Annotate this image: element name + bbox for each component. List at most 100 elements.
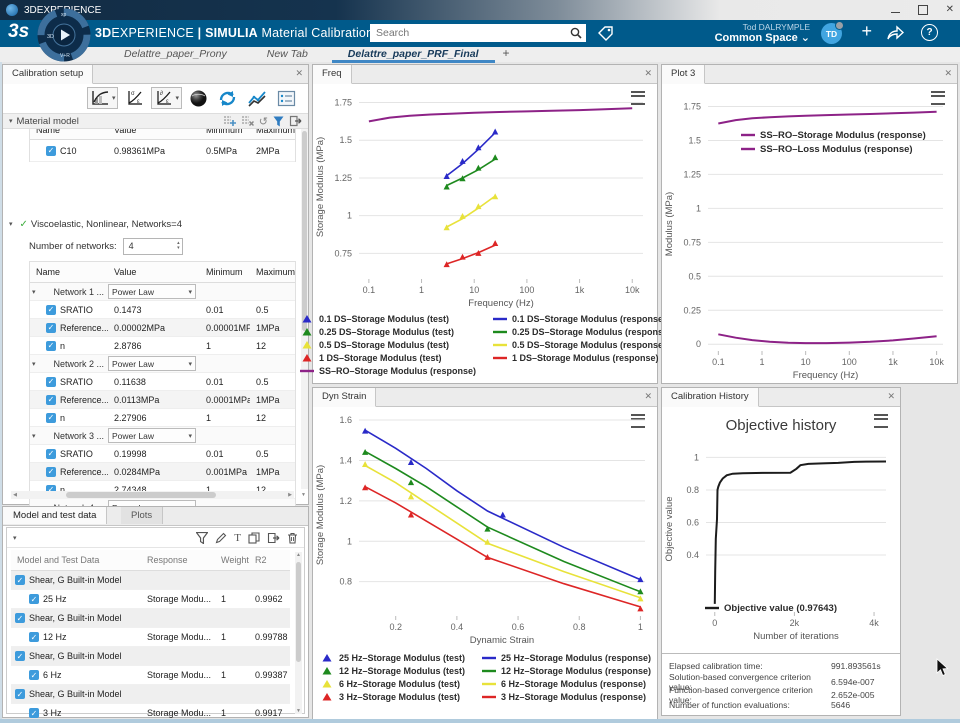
- objective-history-chart[interactable]: 0.4 0.6 0.8 1 0 2k 4k Objective history Number o…: [662, 406, 900, 652]
- tab-dyn-strain[interactable]: Dyn Strain: [313, 388, 377, 407]
- material-sphere-button[interactable]: [187, 88, 210, 109]
- cell-value[interactable]: 0.0284MPa: [114, 466, 161, 477]
- viscoelastic-section[interactable]: ▾ ✓ Viscoelastic, Nonlinear, Networks=4: [9, 215, 182, 233]
- scroll-right-icon[interactable]: ▶: [288, 492, 292, 498]
- legend-item[interactable]: 12 Hz–Storage Modulus (response): [481, 665, 651, 677]
- scroll-down-icon[interactable]: ▼: [301, 492, 306, 498]
- search-icon[interactable]: [569, 26, 583, 40]
- cell-maximum[interactable]: 0.5: [256, 304, 269, 315]
- cell-response[interactable]: Storage Modu...: [147, 632, 212, 642]
- scroll-left-icon[interactable]: ◀: [13, 492, 17, 498]
- checkbox[interactable]: ✓: [29, 632, 39, 642]
- spinner-down-icon[interactable]: ▾: [177, 245, 180, 251]
- law-dropdown[interactable]: Power Law ▾: [108, 284, 196, 299]
- cell-response[interactable]: Storage Modu...: [147, 594, 212, 604]
- document-tab[interactable]: Delattre_paper_PRF_Final: [328, 48, 499, 63]
- cell-minimum[interactable]: 1: [206, 412, 212, 423]
- legend-item[interactable]: 0.5 DS–Storage Modulus (response): [492, 339, 671, 351]
- export-icon[interactable]: [267, 532, 280, 544]
- cell-maximum[interactable]: 12: [256, 340, 267, 351]
- cell-minimum[interactable]: 0.5MPa: [206, 145, 238, 156]
- networks-value[interactable]: 4: [128, 241, 134, 251]
- legend-item[interactable]: Objective value (0.97643): [704, 602, 837, 614]
- network-group-row[interactable]: ▾ Network 1 ... Power Law ▾: [30, 283, 295, 301]
- vertical-scrollbar[interactable]: ▼: [301, 129, 308, 498]
- avatar[interactable]: TD: [821, 21, 844, 44]
- cell-weight[interactable]: 1: [221, 632, 227, 642]
- legend-item[interactable]: 1 DS–Storage Modulus (response): [492, 352, 671, 364]
- minimize-icon[interactable]: [890, 11, 900, 13]
- report-button[interactable]: [275, 89, 298, 108]
- legend-item[interactable]: 6 Hz–Storage Modulus (response): [481, 678, 651, 690]
- spinner-up-icon[interactable]: ▴: [177, 240, 180, 246]
- cell-weight[interactable]: 1: [221, 670, 227, 680]
- add-content-button[interactable]: +: [861, 21, 872, 41]
- panel-close-icon[interactable]: ✕: [295, 68, 303, 78]
- collapse-triangle-icon[interactable]: ▾: [9, 118, 13, 125]
- cell-maximum[interactable]: 1MPa: [256, 322, 280, 333]
- networks-input[interactable]: 4 ▴ ▾: [122, 237, 183, 255]
- collapse-triangle-icon[interactable]: ▾: [32, 432, 36, 440]
- cell-r2[interactable]: 0.99788: [255, 632, 288, 642]
- panel-close-icon[interactable]: ✕: [644, 68, 652, 78]
- checkbox[interactable]: ✓: [29, 670, 39, 680]
- edit-pencil-icon[interactable]: [215, 532, 227, 544]
- collapse-triangle-icon[interactable]: ▾: [32, 360, 36, 368]
- compass-widget[interactable]: 3D V+R xp: [36, 7, 92, 63]
- checkbox[interactable]: ✓: [46, 376, 56, 387]
- checkbox[interactable]: ✓: [46, 412, 56, 423]
- panel-close-icon[interactable]: ✕: [944, 68, 952, 78]
- law-dropdown[interactable]: Power Law ▾: [108, 428, 196, 443]
- cell-value[interactable]: 2.27906: [114, 412, 147, 423]
- space-selector[interactable]: Common Space ⌄: [714, 32, 810, 44]
- cell-maximum[interactable]: 1MPa: [256, 394, 280, 405]
- cell-minimum[interactable]: 1: [206, 484, 212, 495]
- maximize-icon[interactable]: [917, 5, 928, 15]
- legend-item[interactable]: SS–RO–Loss Modulus (response): [740, 143, 926, 155]
- cell-maximum[interactable]: 2MPa: [256, 145, 280, 156]
- network-group-row[interactable]: ▾ Network 3 ... Power Law ▾: [30, 427, 295, 445]
- checkbox[interactable]: ✓: [46, 484, 56, 495]
- cell-minimum[interactable]: 0.001MPa: [206, 466, 248, 477]
- help-icon[interactable]: ?: [921, 24, 938, 41]
- chart-menu-icon[interactable]: [931, 91, 945, 105]
- filter-icon[interactable]: [196, 531, 209, 544]
- fit-options-button[interactable]: ▾: [86, 87, 119, 109]
- cell-value[interactable]: 0.0113MPa: [114, 394, 160, 405]
- checkbox[interactable]: ✓: [29, 594, 39, 604]
- cell-r2[interactable]: 0.9917: [255, 708, 283, 718]
- freq-chart[interactable]: 0.75 1 1.25 1.5 1.75 0.1 1 10 100 1k 10k Frequency …: [313, 83, 657, 311]
- checkbox[interactable]: ✓: [46, 466, 56, 477]
- close-icon[interactable]: ✕: [945, 4, 954, 15]
- document-tab[interactable]: New Tab: [266, 48, 308, 60]
- legend-item[interactable]: 25 Hz–Storage Modulus (test): [319, 652, 465, 664]
- cell-minimum[interactable]: 0.00001MPa: [206, 322, 250, 333]
- checkbox[interactable]: ✓: [15, 575, 25, 585]
- cell-value[interactable]: 0.11638: [114, 376, 146, 387]
- cell-minimum[interactable]: 0.01: [206, 448, 224, 459]
- cell-maximum[interactable]: 12: [256, 412, 267, 423]
- tab-freq[interactable]: Freq: [313, 65, 352, 84]
- legend-item[interactable]: 0.1 DS–Storage Modulus (response): [492, 313, 671, 325]
- legend-item[interactable]: 25 Hz–Storage Modulus (response): [481, 652, 651, 664]
- collapse-triangle-icon[interactable]: ▾: [13, 534, 17, 542]
- cell-minimum[interactable]: 0.01: [206, 376, 224, 387]
- dassault-logo[interactable]: 3s: [8, 21, 30, 42]
- plots-button[interactable]: [245, 88, 270, 108]
- legend-item[interactable]: SS–RO–Storage Modulus (response): [740, 129, 926, 141]
- panel-close-icon[interactable]: ✕: [887, 391, 895, 401]
- checkbox[interactable]: ✓: [15, 651, 25, 661]
- tab-calibration-setup[interactable]: Calibration setup: [3, 65, 94, 84]
- tab-plots[interactable]: Plots: [121, 507, 164, 524]
- legend-item[interactable]: 3 Hz–Storage Modulus (response): [481, 691, 651, 703]
- checkbox[interactable]: ✓: [46, 145, 56, 156]
- chart-menu-icon[interactable]: [874, 414, 888, 428]
- dyn-strain-chart[interactable]: 0.8 1 1.2 1.4 1.6 0.2 0.4 0.6 0.8 1 Dynamic Strain…: [313, 406, 657, 650]
- law-dropdown[interactable]: Power Law ▾: [108, 356, 196, 371]
- legend-item[interactable]: 12 Hz–Storage Modulus (test): [319, 665, 465, 677]
- chart-menu-icon[interactable]: [631, 414, 645, 428]
- cell-r2[interactable]: 0.99387: [255, 670, 288, 680]
- share-icon[interactable]: [886, 25, 904, 41]
- tag-icon[interactable]: [596, 24, 615, 43]
- checkbox[interactable]: ✓: [29, 708, 39, 718]
